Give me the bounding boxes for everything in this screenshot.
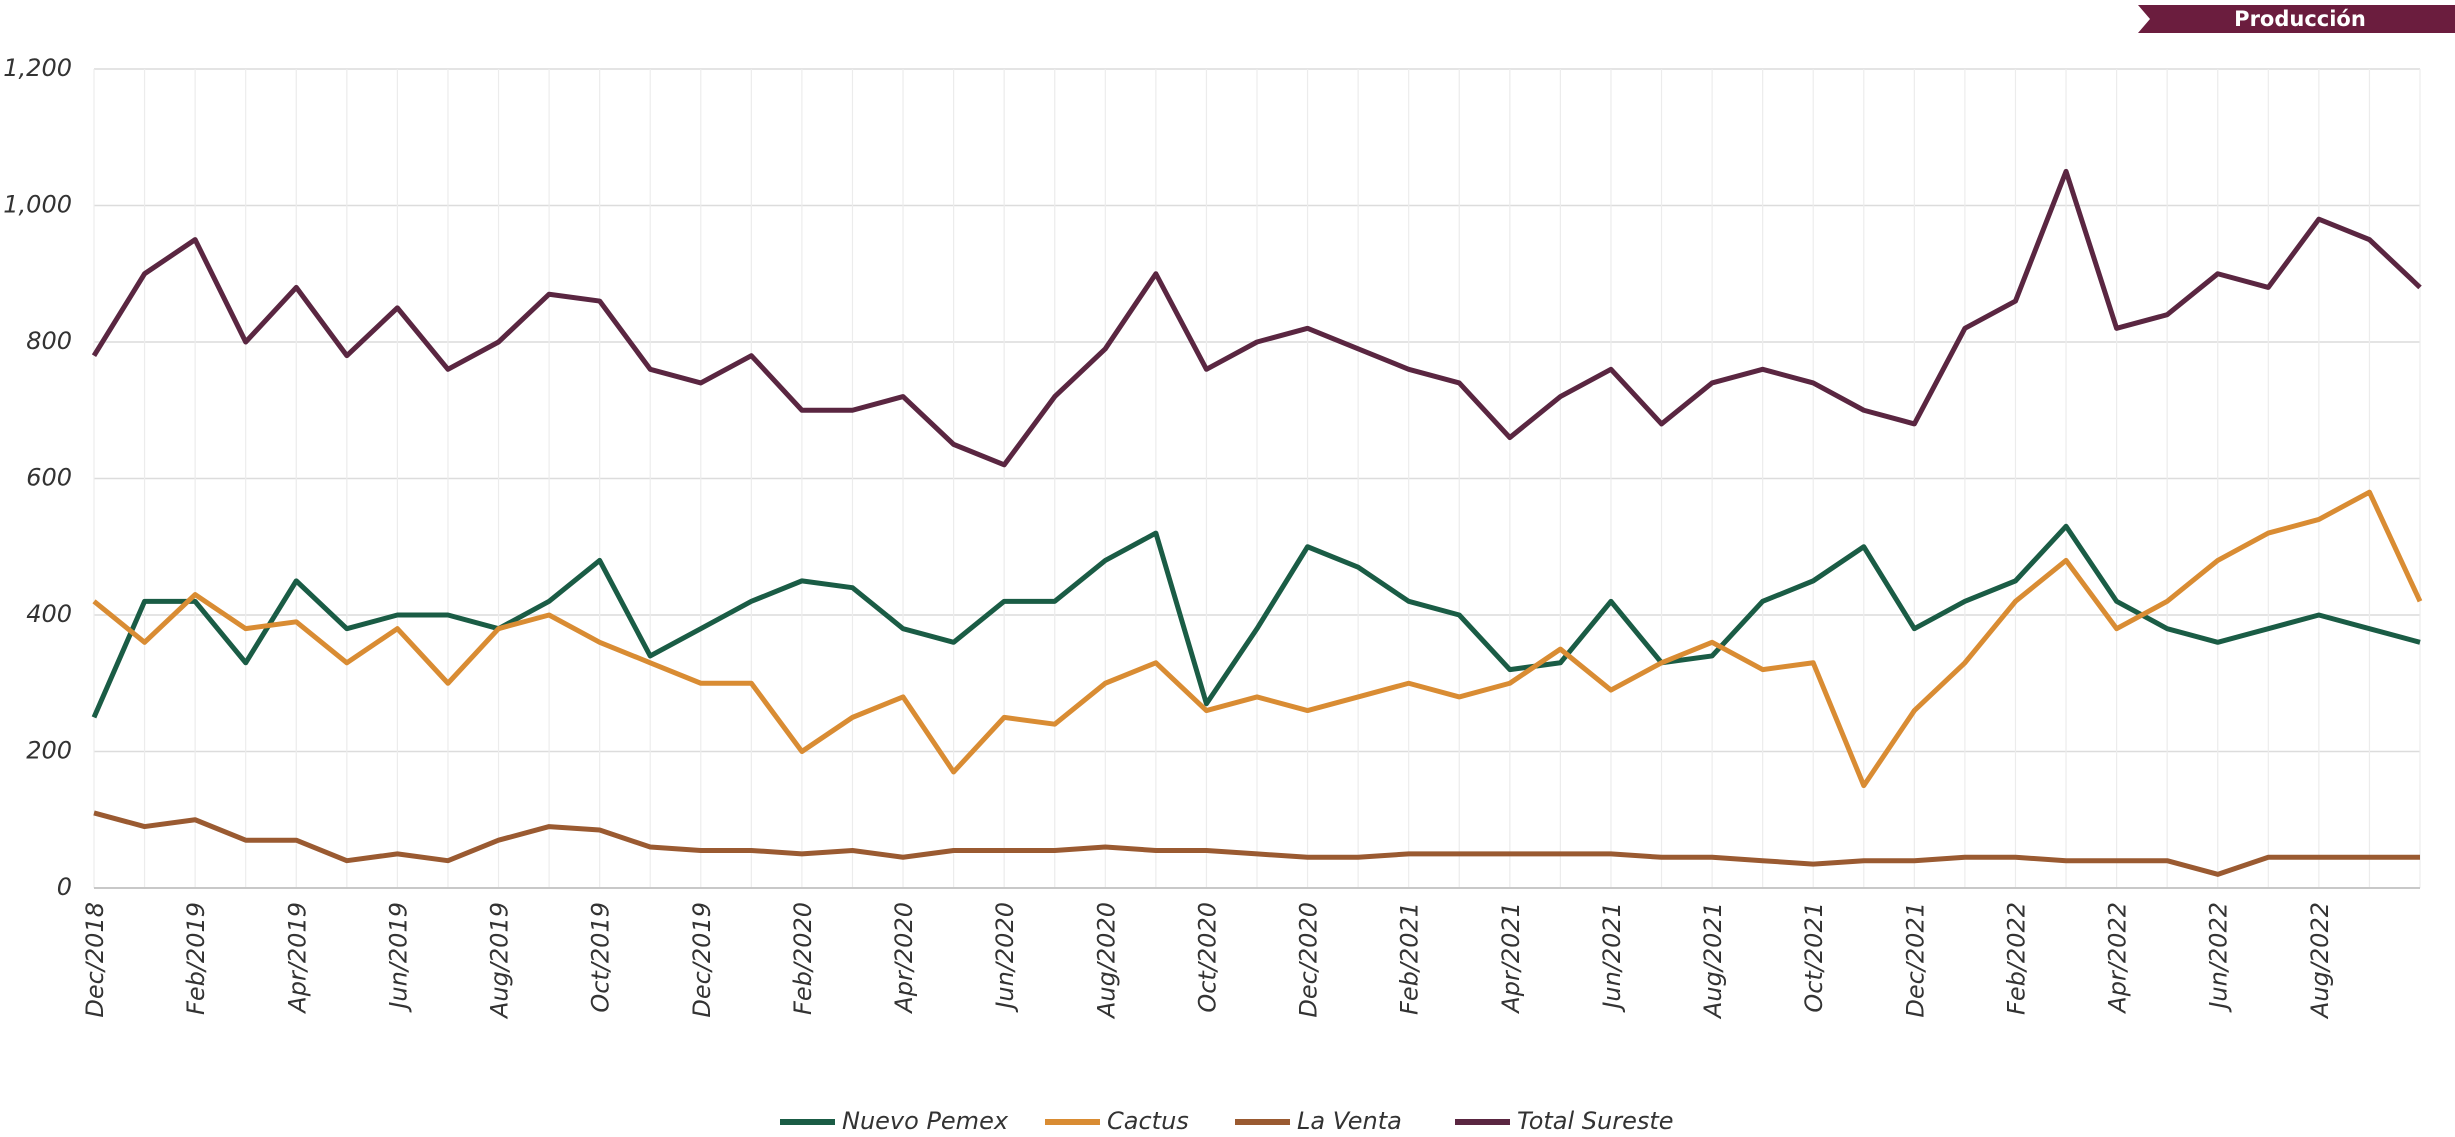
x-tick-label: Aug/2022 xyxy=(2306,902,2334,1020)
series-line xyxy=(93,810,2420,877)
x-tick-label: Aug/2020 xyxy=(1092,902,1120,1020)
legend-label: Cactus xyxy=(1107,1107,1189,1135)
x-tick-label: Oct/2019 xyxy=(587,902,615,1013)
x-tick-label: Feb/2020 xyxy=(789,902,817,1015)
legend-label: La Venta xyxy=(1297,1107,1402,1135)
x-tick-label: Feb/2019 xyxy=(182,902,210,1015)
x-tick-label: Aug/2019 xyxy=(486,902,514,1020)
x-tick-label: Apr/2021 xyxy=(1497,902,1525,1015)
series-line xyxy=(92,489,2423,789)
y-tick-label: 1,200 xyxy=(3,54,72,82)
x-tick-label: Dec/2021 xyxy=(1901,902,1929,1018)
x-tick-label: Feb/2022 xyxy=(2002,902,2030,1015)
x-tick-label: Jun/2022 xyxy=(2205,902,2233,1013)
legend-label: Total Sureste xyxy=(1517,1107,1674,1135)
x-tick-label: Dec/2019 xyxy=(688,902,716,1018)
legend-label: Nuevo Pemex xyxy=(842,1107,1009,1135)
x-tick-label: Jun/2021 xyxy=(1598,902,1626,1013)
x-tick-label: Jun/2019 xyxy=(384,902,412,1013)
y-tick-label: 400 xyxy=(26,600,72,628)
x-tick-label: Apr/2022 xyxy=(2104,902,2132,1015)
x-tick-label: Dec/2020 xyxy=(1295,902,1323,1018)
x-tick-label: Jun/2020 xyxy=(991,902,1019,1013)
x-tick-label: Aug/2021 xyxy=(1699,902,1727,1020)
badge-bg xyxy=(2138,5,2455,33)
series-line xyxy=(91,523,2421,719)
x-tick-label: Oct/2020 xyxy=(1193,902,1221,1013)
y-tick-label: 600 xyxy=(26,464,72,492)
badge: Producción xyxy=(2234,7,2366,31)
y-tick-label: 800 xyxy=(26,327,72,355)
x-tick-label: Feb/2021 xyxy=(1396,902,1424,1015)
x-tick-label: Apr/2019 xyxy=(283,902,311,1015)
x-tick-label: Apr/2020 xyxy=(890,902,918,1015)
y-tick-label: 1,000 xyxy=(3,191,72,219)
x-tick-label: Oct/2021 xyxy=(1800,902,1828,1013)
x-tick-label: Dec/2018 xyxy=(81,902,109,1018)
y-tick-label: 0 xyxy=(57,873,72,901)
series-line xyxy=(91,168,2422,468)
y-tick-label: 200 xyxy=(26,737,72,765)
